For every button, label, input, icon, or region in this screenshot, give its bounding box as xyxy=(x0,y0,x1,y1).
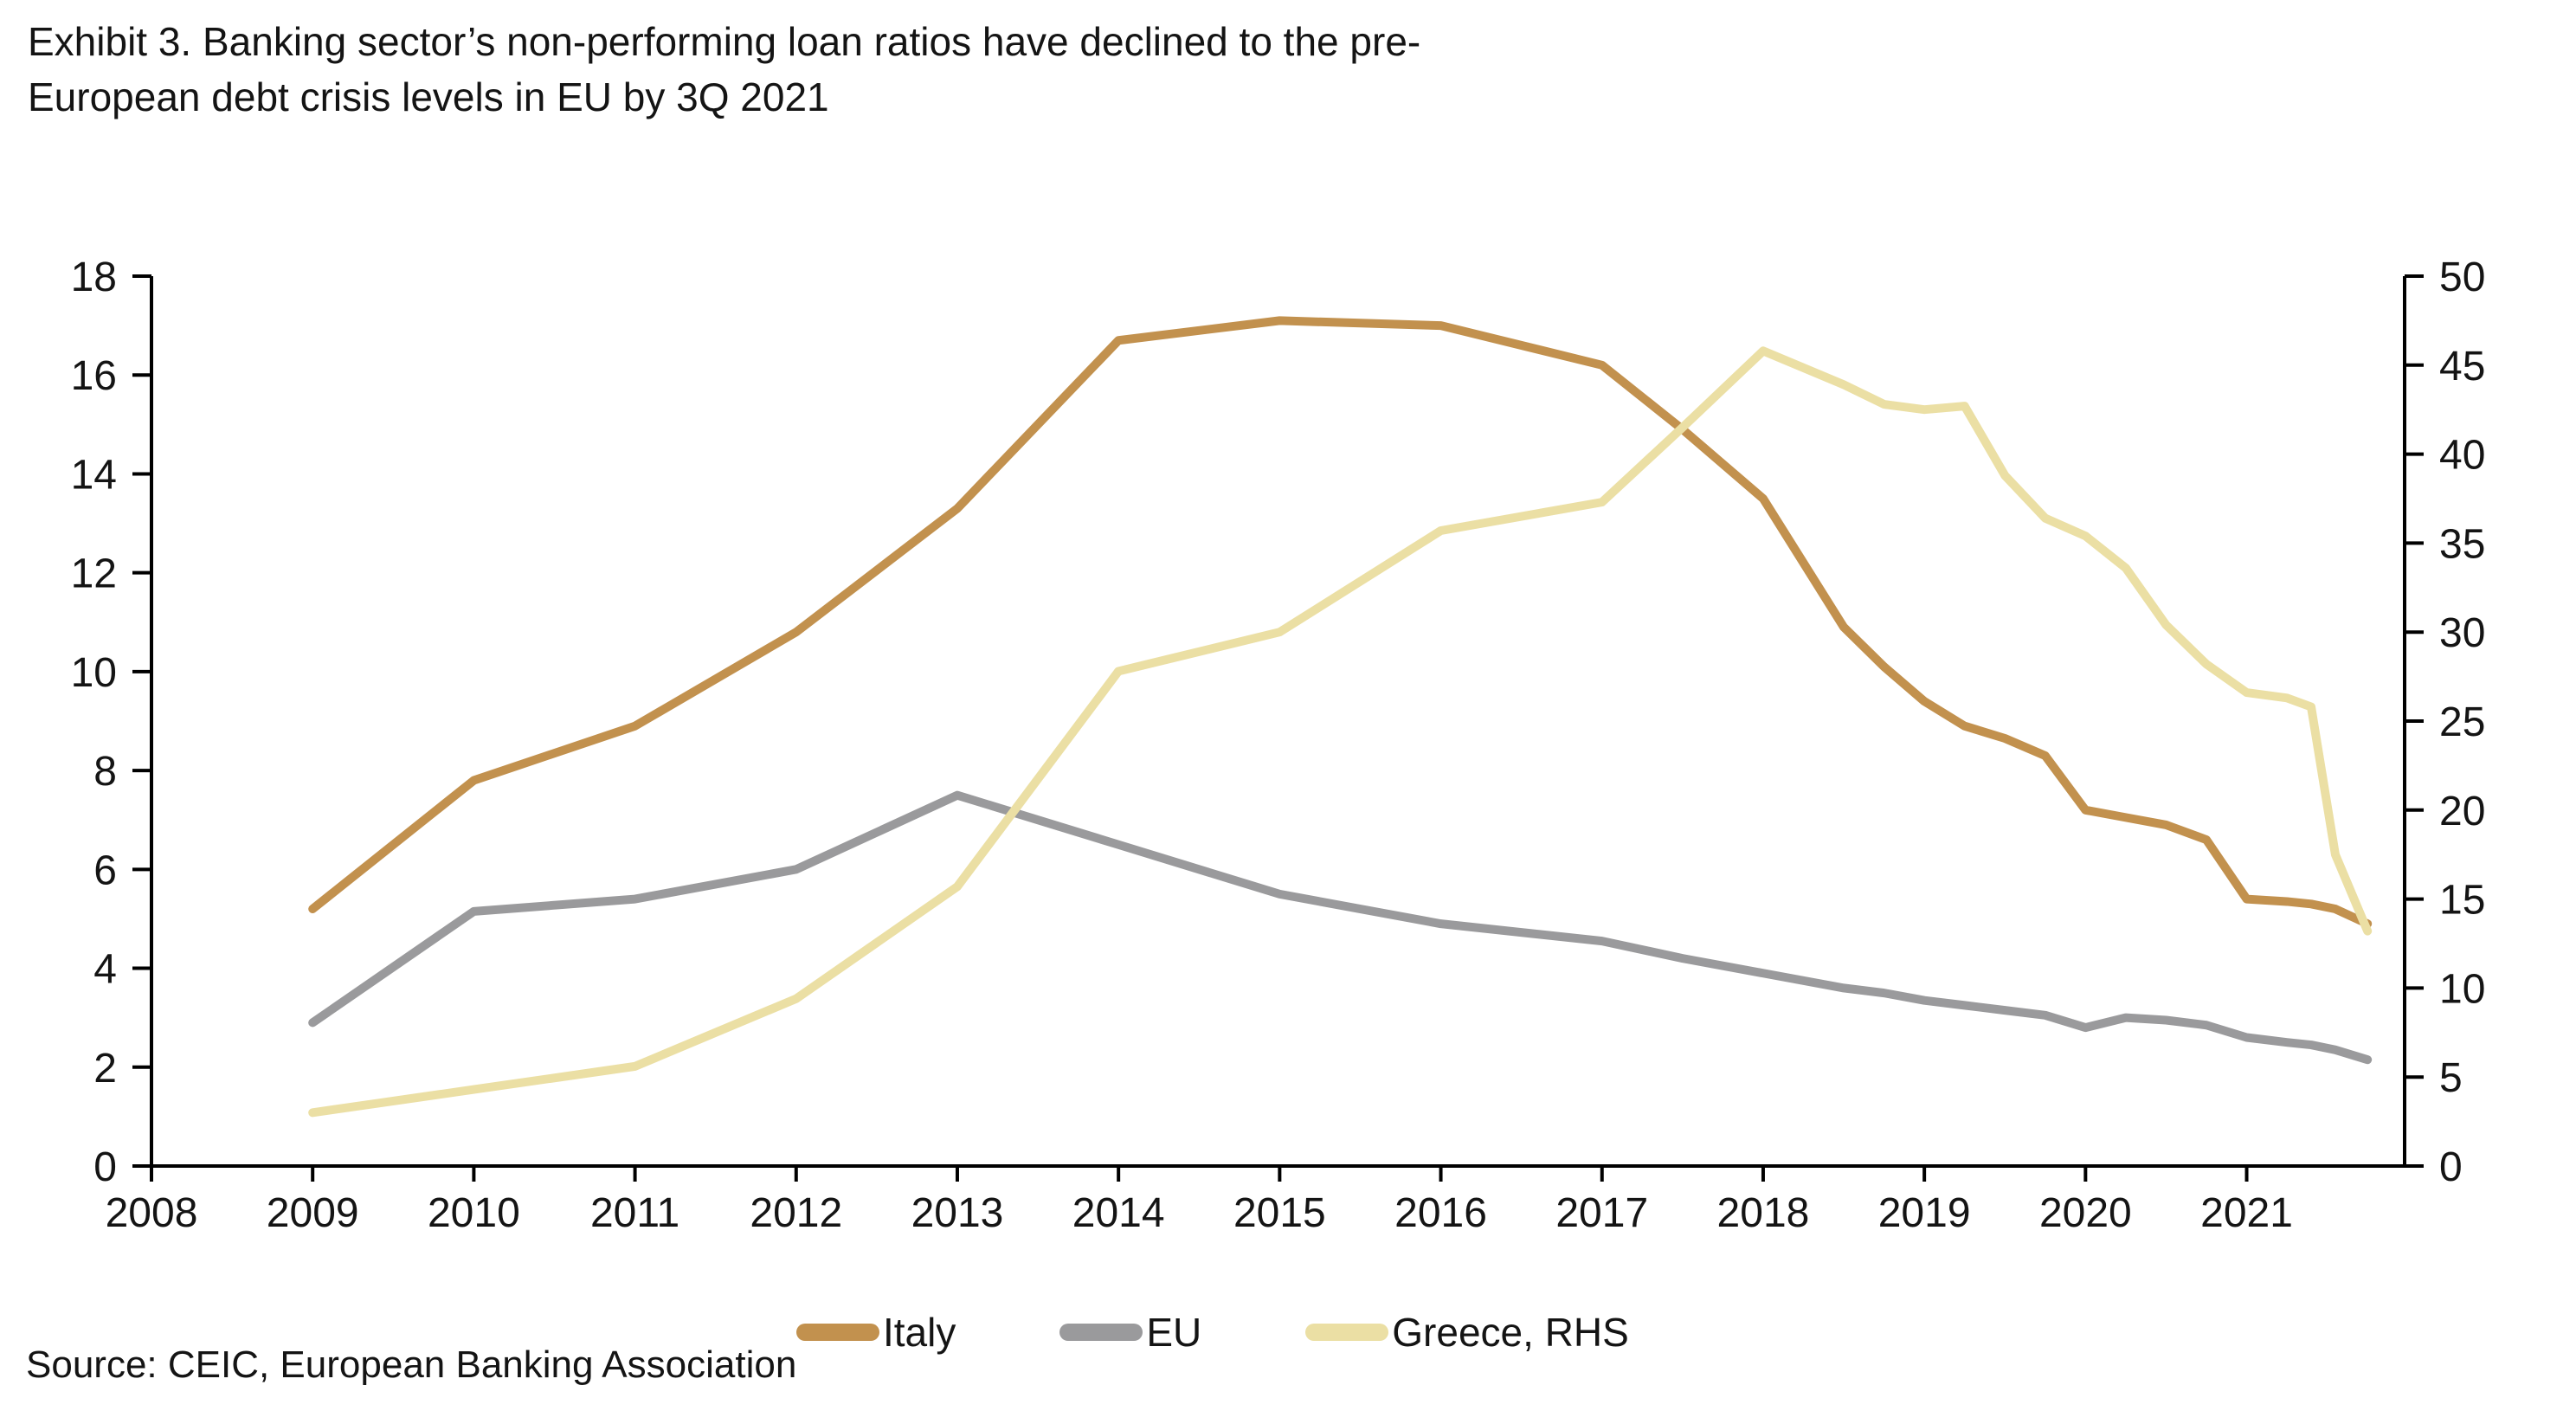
y-left-tick-label: 14 xyxy=(71,452,117,498)
legend-label-greece: Greece, RHS xyxy=(1392,1310,1629,1355)
x-tick-label: 2017 xyxy=(1555,1190,1648,1236)
y-right-tick-label: 25 xyxy=(2439,699,2485,745)
x-tick-label: 2013 xyxy=(911,1190,1004,1236)
y-right-tick-label: 10 xyxy=(2439,966,2485,1012)
y-left-tick-label: 4 xyxy=(93,947,117,993)
x-tick-label: 2018 xyxy=(1717,1190,1810,1236)
x-tick-label: 2008 xyxy=(106,1190,198,1236)
y-right-tick-label: 0 xyxy=(2439,1144,2463,1190)
y-right-tick-label: 45 xyxy=(2439,344,2485,390)
x-tick-label: 2012 xyxy=(750,1190,842,1236)
series-line-greece-rhs xyxy=(308,346,2373,1118)
legend-item-eu: EU xyxy=(1059,1309,1201,1356)
eu-line-swatch xyxy=(1059,1324,1143,1341)
y-right-tick-label: 5 xyxy=(2439,1055,2463,1101)
y-right-tick-label: 30 xyxy=(2439,610,2485,656)
y-left-tick-label: 12 xyxy=(71,551,117,597)
x-tick-label: 2020 xyxy=(2039,1190,2132,1236)
x-tick-label: 2019 xyxy=(1878,1190,1971,1236)
x-tick-label: 2021 xyxy=(2200,1190,2293,1236)
series-line-eu xyxy=(308,790,2373,1065)
y-left-tick-label: 0 xyxy=(93,1144,117,1190)
exhibit-title: Exhibit 3. Banking sector’s non-performi… xyxy=(28,14,1420,125)
x-tick-label: 2010 xyxy=(428,1190,520,1236)
x-tick-label: 2011 xyxy=(590,1190,679,1236)
y-right-tick-label: 40 xyxy=(2439,433,2485,479)
y-right-tick-label: 50 xyxy=(2439,254,2485,300)
italy-line-swatch xyxy=(796,1324,879,1341)
y-left-tick-label: 16 xyxy=(71,353,117,399)
legend-item-greece: Greece, RHS xyxy=(1305,1309,1629,1356)
exhibit-title-line2: European debt crisis levels in EU by 3Q … xyxy=(28,74,829,119)
legend-label-eu: EU xyxy=(1146,1310,1202,1355)
y-left-tick-label: 10 xyxy=(71,650,117,696)
y-left-tick-label: 6 xyxy=(93,847,117,893)
source-note: Source: CEIC, European Banking Associati… xyxy=(26,1343,797,1386)
chart-legend: Italy EU Greece, RHS xyxy=(796,1309,1733,1356)
y-left-tick-label: 8 xyxy=(93,749,117,795)
y-right-tick-label: 35 xyxy=(2439,521,2485,567)
y-left-tick-label: 2 xyxy=(93,1046,117,1092)
y-right-tick-label: 20 xyxy=(2439,789,2485,834)
greece-line-swatch xyxy=(1305,1324,1389,1341)
legend-item-italy: Italy xyxy=(796,1309,956,1356)
legend-label-italy: Italy xyxy=(883,1310,956,1355)
x-tick-label: 2009 xyxy=(267,1190,359,1236)
y-right-tick-label: 15 xyxy=(2439,878,2485,924)
x-tick-label: 2015 xyxy=(1233,1190,1326,1236)
x-tick-label: 2014 xyxy=(1072,1190,1165,1236)
y-left-tick-label: 18 xyxy=(71,254,117,300)
exhibit-title-line1: Exhibit 3. Banking sector’s non-performi… xyxy=(28,19,1421,64)
x-tick-label: 2016 xyxy=(1394,1190,1487,1236)
series-line-italy xyxy=(308,316,2373,929)
